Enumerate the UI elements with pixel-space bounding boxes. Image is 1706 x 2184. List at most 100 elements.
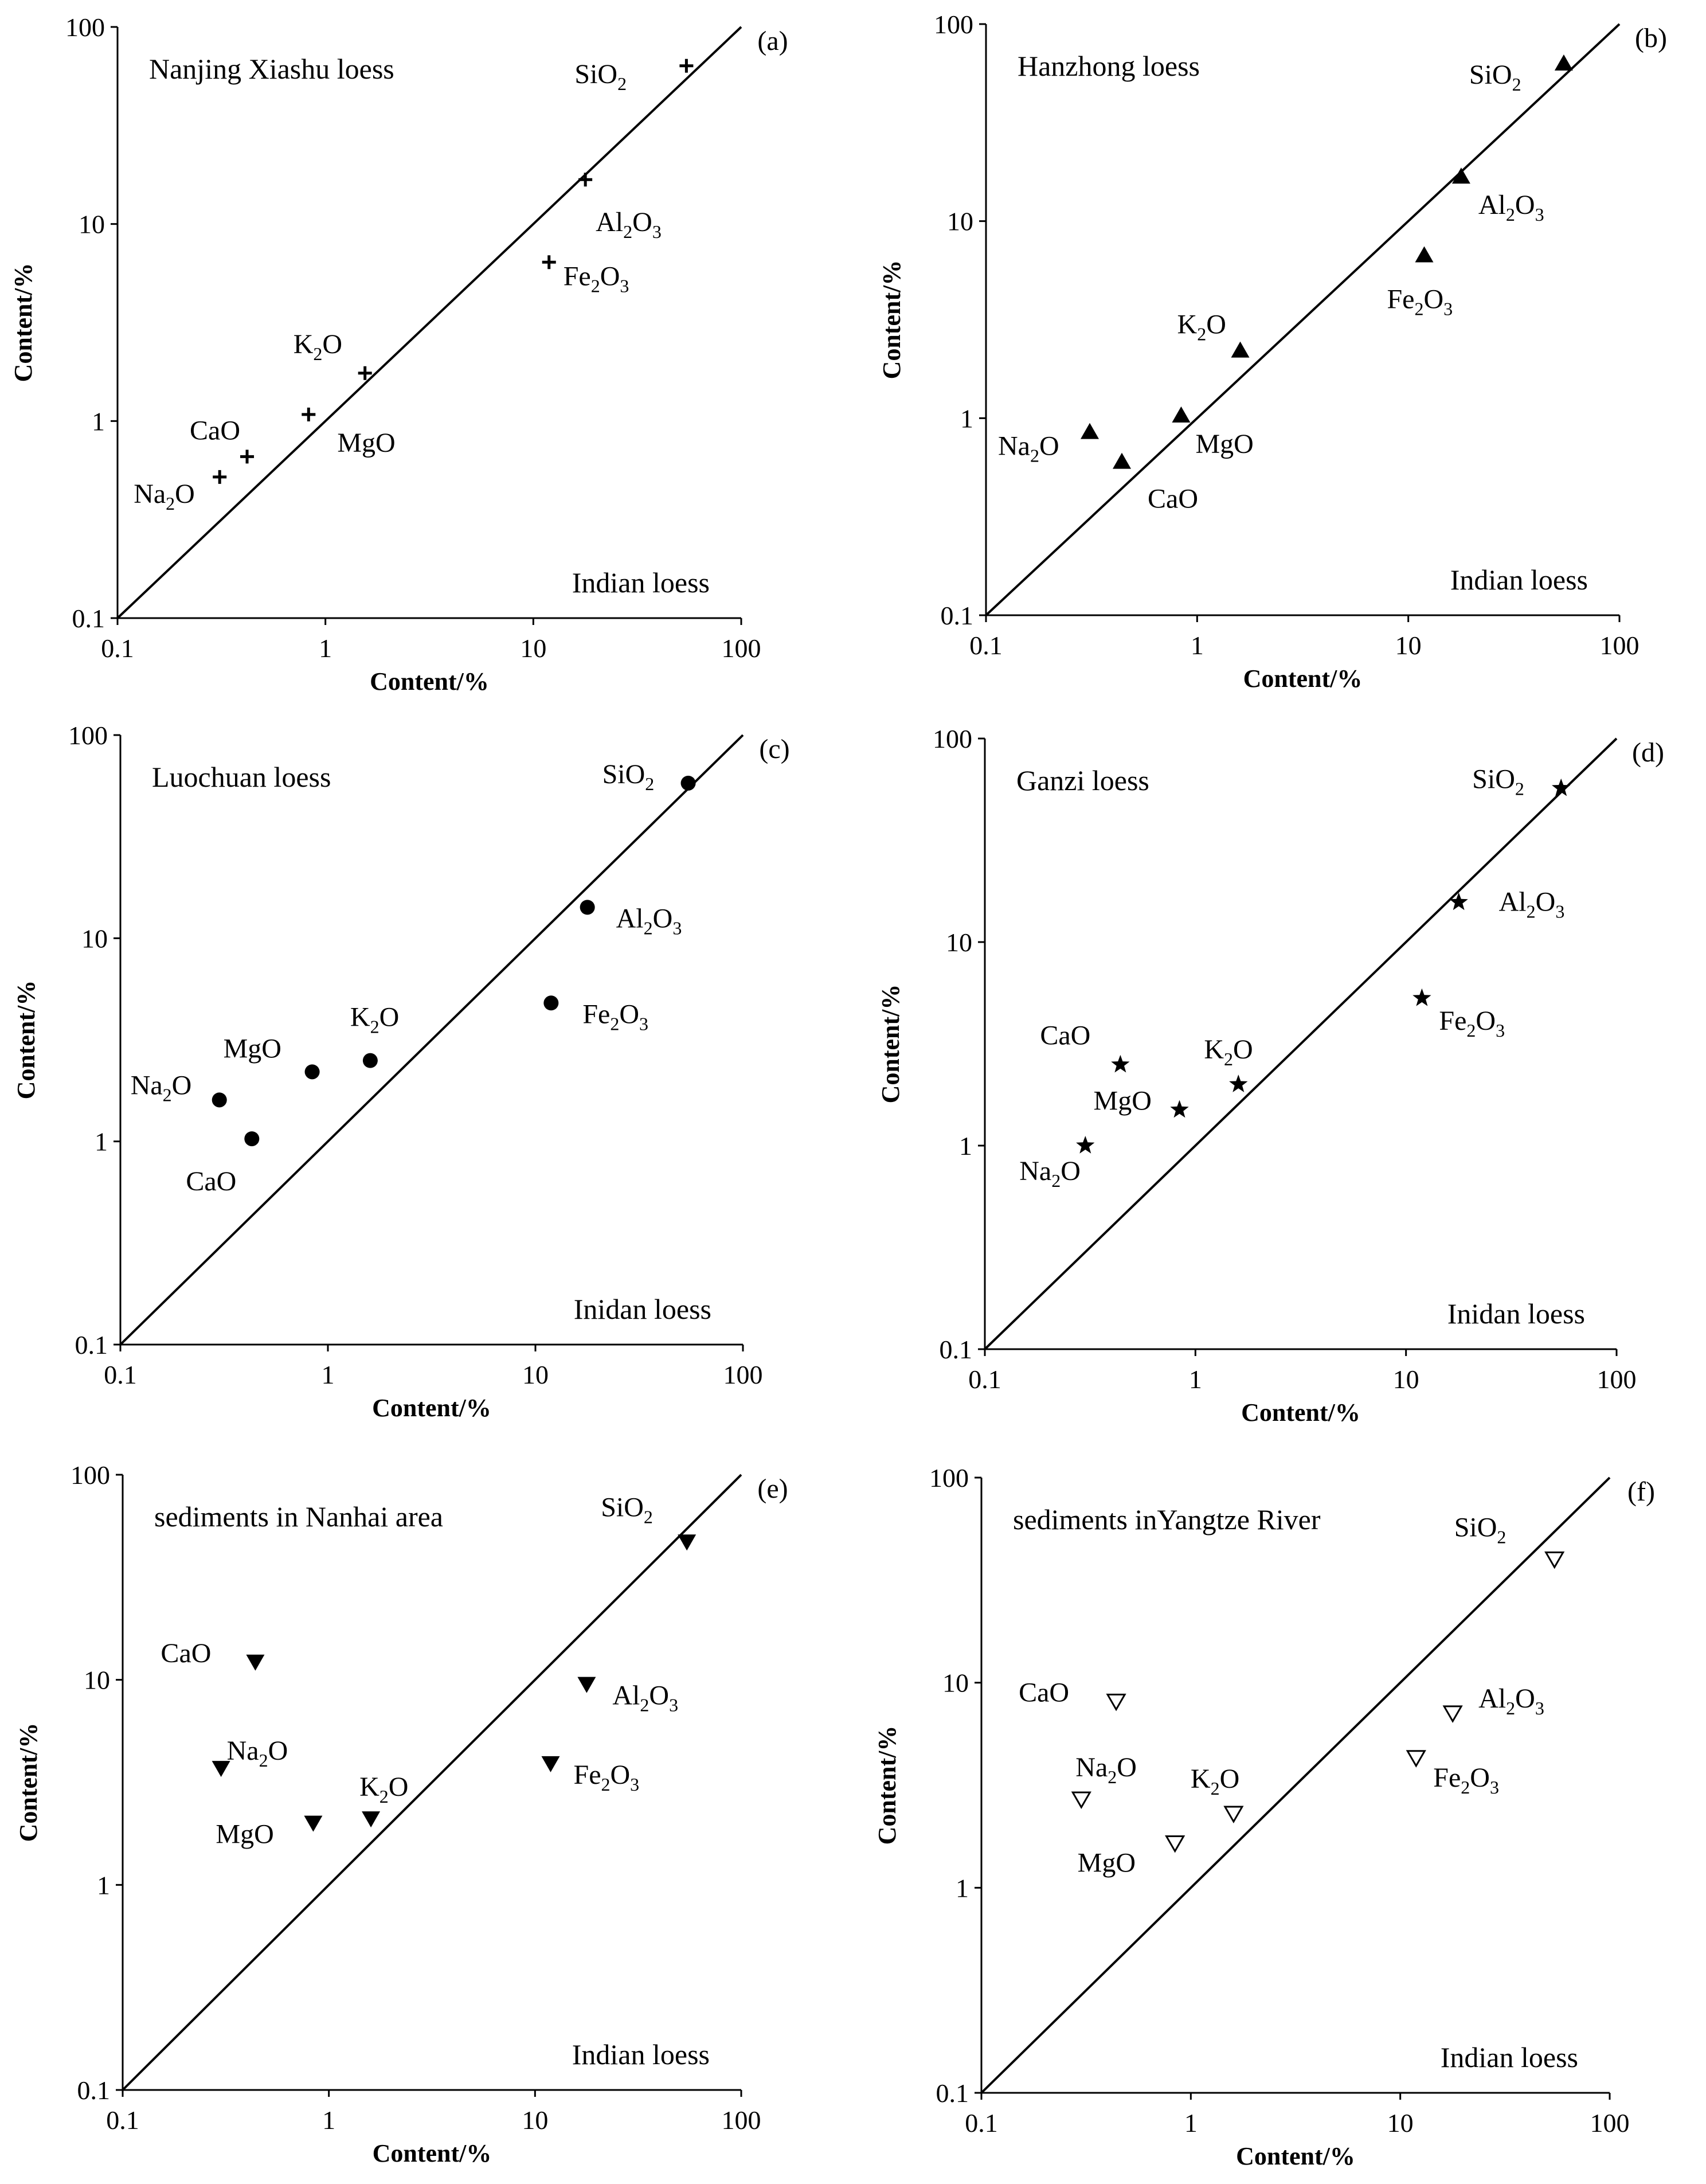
chart-panel-f: 0.1 1 10 100 0.1 1 10 100 Content/% Content/% sedi… xyxy=(873,1463,1655,2170)
panel-title: Hanzhong loess xyxy=(1018,50,1200,82)
point-label: SiO2 xyxy=(1469,60,1521,95)
point-label: K2O xyxy=(1177,310,1226,345)
data-point xyxy=(1406,1750,1426,1768)
point-label: MgO xyxy=(1078,1848,1136,1878)
chart-panel-d: 0.1 1 10 100 0.1 1 10 100 Content/% Content/% Ganz… xyxy=(877,724,1664,1427)
x-tick-label: 0.1 xyxy=(968,1365,1001,1394)
y-tick-label: 0.1 xyxy=(940,1335,973,1364)
y-tick-label: 100 xyxy=(929,1463,969,1493)
x-tick-label: 1 xyxy=(1184,2108,1198,2138)
point-label: K2O xyxy=(350,1002,399,1037)
data-point xyxy=(1552,778,1571,796)
data-point xyxy=(362,1811,381,1828)
chart-panel-c: 0.1 1 10 100 0.1 1 10 100 Content/% Content/% Luoc… xyxy=(12,721,790,1422)
data-point xyxy=(362,1053,378,1068)
x-tick-label: 0.1 xyxy=(106,2105,139,2135)
y-tick-label: 10 xyxy=(946,928,972,957)
x-tick-label: 100 xyxy=(723,1360,763,1389)
point-label: Na2O xyxy=(227,1736,288,1771)
x-tick-label: 0.1 xyxy=(101,634,134,663)
x-tick-label: 100 xyxy=(1597,1365,1637,1394)
reference-line xyxy=(984,737,1618,1350)
point-label: Al2O3 xyxy=(612,1681,678,1716)
data-point xyxy=(577,1677,596,1693)
chart-panel-a: 0.1 1 10 100 0.1 1 10 100 Content/% Content/% Nanj… xyxy=(9,13,788,696)
panel-title: sediments in Nanhai area xyxy=(154,1501,443,1533)
y-tick-label: 100 xyxy=(933,724,972,753)
y-tick-label: 1 xyxy=(95,1127,108,1157)
corner-label: Inidan loess xyxy=(574,1293,711,1325)
x-axis-label: Content/% xyxy=(373,2139,492,2167)
x-tick-label: 100 xyxy=(722,2105,761,2135)
x-tick-label: 1 xyxy=(319,634,332,663)
x-tick-label: 1 xyxy=(1189,1365,1202,1394)
y-tick-label: 0.1 xyxy=(77,2076,111,2105)
x-axis-label: Content/% xyxy=(1236,2142,1355,2170)
point-label: CaO xyxy=(1148,484,1198,514)
point-label: MgO xyxy=(224,1033,281,1064)
data-point xyxy=(1231,341,1250,358)
x-axis-label: Content/% xyxy=(1243,665,1363,693)
x-tick-label: 1 xyxy=(322,2105,335,2135)
data-point xyxy=(212,1092,227,1108)
data-point xyxy=(1554,54,1573,71)
data-point xyxy=(680,775,696,791)
reference-line xyxy=(985,23,1621,616)
y-tick-label: 0.1 xyxy=(72,604,105,633)
data-point xyxy=(1544,1551,1565,1569)
point-label: K2O xyxy=(359,1772,408,1807)
y-tick-label: 1 xyxy=(959,1131,972,1161)
x-tick-label: 100 xyxy=(722,634,761,663)
point-label: Na2O xyxy=(134,479,195,514)
data-point xyxy=(240,450,255,464)
data-point xyxy=(1111,1054,1130,1073)
x-tick-label: 10 xyxy=(522,2105,548,2135)
y-tick-label: 1 xyxy=(97,1870,110,1900)
data-point xyxy=(246,1654,265,1671)
y-tick-label: 0.1 xyxy=(75,1330,108,1359)
data-point xyxy=(304,1064,320,1080)
point-label: Fe2O3 xyxy=(1433,1763,1499,1798)
x-tick-label: 10 xyxy=(1395,631,1422,660)
point-label: Fe2O3 xyxy=(574,1760,640,1795)
corner-label: Indian loess xyxy=(1441,2041,1578,2073)
data-point xyxy=(302,407,316,421)
data-point xyxy=(1071,1791,1091,1810)
y-axis-label: Content/% xyxy=(9,263,37,382)
point-label: MgO xyxy=(1094,1085,1152,1116)
panel-tag: (f) xyxy=(1627,1476,1655,1507)
data-point xyxy=(542,255,556,269)
x-tick-label: 1 xyxy=(1191,631,1204,660)
data-point xyxy=(1449,892,1468,911)
y-tick-label: 100 xyxy=(934,10,973,39)
point-label: SiO2 xyxy=(1472,764,1524,799)
data-point xyxy=(679,58,694,73)
point-label: MgO xyxy=(216,1819,273,1850)
y-tick-label: 100 xyxy=(68,721,108,750)
y-tick-label: 10 xyxy=(81,924,108,953)
point-label: CaO xyxy=(1019,1677,1069,1708)
y-tick-label: 1 xyxy=(956,1873,969,1902)
data-point xyxy=(1165,1835,1185,1853)
data-point xyxy=(1172,406,1191,423)
x-tick-label: 10 xyxy=(520,634,546,663)
reference-line xyxy=(116,26,742,619)
point-label: CaO xyxy=(161,1638,211,1669)
x-tick-label: 100 xyxy=(1600,631,1640,660)
data-point xyxy=(213,470,227,484)
point-label: Fe2O3 xyxy=(564,261,629,296)
y-tick-label: 100 xyxy=(71,1460,110,1490)
data-point xyxy=(1080,423,1099,439)
x-axis-label: Content/% xyxy=(372,1394,491,1422)
point-label: K2O xyxy=(294,329,342,364)
point-label: Al2O3 xyxy=(1478,1683,1544,1718)
panel-tag: (d) xyxy=(1632,737,1664,768)
corner-label: Indian loess xyxy=(1450,564,1588,596)
point-label: Al2O3 xyxy=(616,903,682,938)
y-tick-label: 10 xyxy=(942,1669,969,1698)
data-point xyxy=(244,1131,260,1147)
y-tick-label: 10 xyxy=(79,210,105,239)
x-tick-label: 10 xyxy=(1393,1365,1419,1394)
y-axis-label: Content/% xyxy=(873,1726,901,1845)
